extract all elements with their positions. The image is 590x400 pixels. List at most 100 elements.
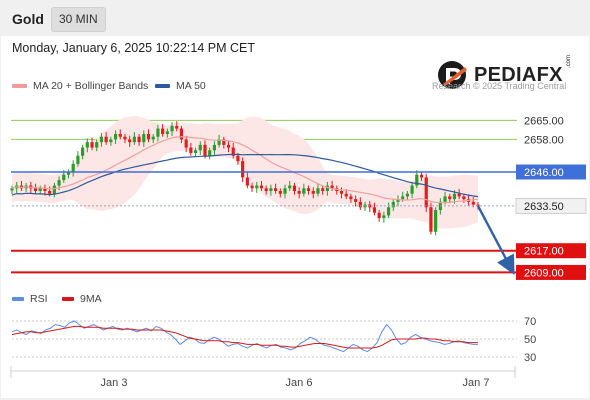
candle-body bbox=[476, 204, 480, 206]
candle bbox=[95, 139, 99, 152]
candle bbox=[184, 135, 188, 153]
candle-body bbox=[325, 185, 329, 191]
candle bbox=[208, 147, 212, 160]
candle bbox=[292, 182, 297, 195]
candle-body bbox=[198, 144, 202, 151]
ma20-swatch bbox=[12, 84, 27, 89]
candle bbox=[175, 121, 179, 132]
candle bbox=[269, 184, 273, 196]
candle-body bbox=[71, 163, 75, 172]
candle bbox=[415, 170, 419, 189]
candle-body bbox=[429, 207, 433, 232]
price-level-text: 2609.00 bbox=[524, 267, 564, 279]
candle-body bbox=[354, 199, 358, 202]
candle-body bbox=[217, 139, 221, 145]
candle-body bbox=[38, 188, 42, 191]
candle-body bbox=[76, 155, 80, 164]
timeframe-badge[interactable]: 30 MIN bbox=[51, 7, 106, 32]
candle bbox=[321, 185, 325, 195]
candle-body bbox=[90, 142, 94, 148]
candle-body bbox=[212, 144, 217, 151]
candle bbox=[349, 193, 353, 203]
candle-body bbox=[179, 128, 184, 140]
candle-body bbox=[344, 193, 348, 197]
candle-body bbox=[415, 174, 419, 186]
candle bbox=[189, 142, 193, 156]
candle-body bbox=[95, 142, 99, 148]
candle-body bbox=[189, 147, 193, 153]
candle bbox=[273, 183, 278, 194]
candle-body bbox=[302, 188, 306, 194]
candle bbox=[198, 141, 202, 155]
candle-body bbox=[99, 136, 104, 143]
candle bbox=[99, 133, 104, 147]
legend-ma50-label: MA 50 bbox=[176, 80, 206, 92]
candle bbox=[245, 172, 249, 189]
legend-rsi-ma: 9MA bbox=[62, 293, 102, 305]
candle bbox=[288, 180, 292, 191]
candle bbox=[410, 181, 414, 199]
legend-ma20-label: MA 20 + Bollinger Bands bbox=[33, 80, 149, 92]
candle-body bbox=[377, 212, 381, 219]
candle-body bbox=[321, 188, 325, 191]
candle-body bbox=[283, 188, 287, 194]
candle-body bbox=[424, 177, 428, 208]
price-level-label: 2658.00 bbox=[524, 134, 564, 146]
candle bbox=[38, 185, 42, 195]
candle-body bbox=[245, 177, 249, 186]
price-level-text: 2658.00 bbox=[524, 134, 564, 146]
candle bbox=[419, 172, 424, 182]
candle bbox=[146, 129, 151, 143]
x-tick-label: Jan 6 bbox=[286, 377, 313, 389]
candle bbox=[217, 134, 221, 148]
candle bbox=[132, 132, 136, 145]
candle-body bbox=[358, 201, 362, 208]
candle bbox=[90, 137, 94, 151]
candle-body bbox=[123, 136, 127, 140]
candle-body bbox=[146, 134, 151, 140]
candle-body bbox=[457, 193, 461, 197]
legend-rsi: RSI bbox=[12, 293, 48, 305]
candle bbox=[306, 185, 311, 195]
candle-body bbox=[151, 136, 155, 140]
candle-body bbox=[269, 188, 273, 191]
candle bbox=[386, 202, 391, 219]
candle-body bbox=[33, 188, 38, 191]
candle bbox=[179, 125, 184, 144]
candle-body bbox=[142, 134, 146, 143]
rsi-line bbox=[11, 320, 478, 353]
candle-body bbox=[156, 128, 160, 137]
candle bbox=[123, 134, 127, 144]
candle-body bbox=[85, 142, 89, 148]
candle-body bbox=[113, 134, 118, 140]
candle-body bbox=[419, 174, 424, 178]
candle bbox=[85, 138, 89, 153]
candle bbox=[128, 135, 132, 147]
instrument-symbol: Gold bbox=[12, 11, 44, 27]
candle-body bbox=[57, 180, 61, 186]
candle-body bbox=[339, 191, 344, 194]
candle-body bbox=[273, 188, 278, 191]
ma50-swatch bbox=[155, 84, 170, 89]
candle bbox=[330, 180, 334, 191]
price-level-label: 2633.50 bbox=[515, 197, 587, 214]
candle bbox=[212, 141, 217, 155]
brand-name: PEDIAFX bbox=[474, 64, 563, 86]
candle-body bbox=[372, 207, 377, 213]
candle bbox=[382, 211, 386, 223]
candle bbox=[405, 191, 409, 201]
candle-body bbox=[292, 185, 297, 191]
candle bbox=[424, 173, 428, 212]
candle-body bbox=[401, 196, 405, 200]
candle bbox=[193, 147, 198, 157]
price-level-text: 2665.00 bbox=[524, 115, 564, 127]
candle-body bbox=[170, 125, 174, 132]
candle-body bbox=[208, 150, 212, 156]
price-level-label: 2609.00 bbox=[516, 264, 586, 280]
candle bbox=[113, 130, 118, 145]
candle-body bbox=[250, 185, 254, 189]
rsi-ma-swatch bbox=[62, 297, 74, 302]
candle bbox=[250, 182, 254, 192]
candle bbox=[33, 183, 38, 194]
candle-body bbox=[118, 134, 122, 137]
